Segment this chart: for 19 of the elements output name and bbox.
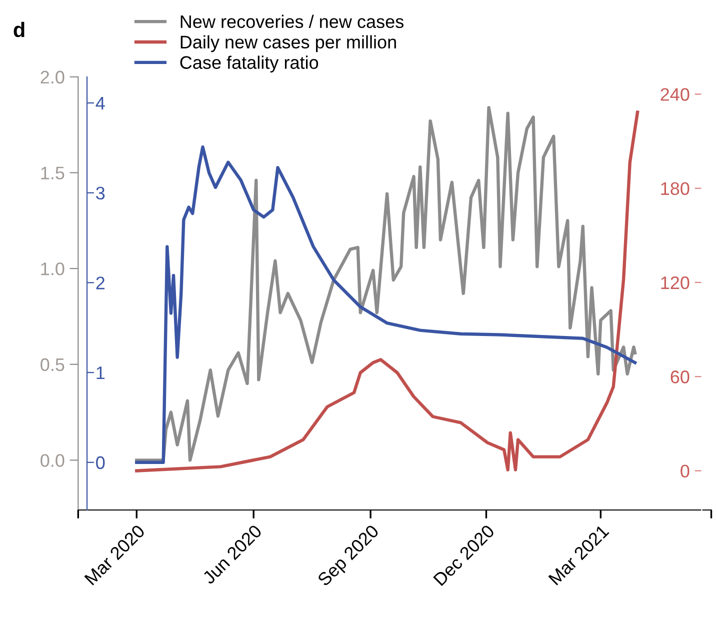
y-tick-label: 0.5: [40, 358, 64, 372]
y-tick-label: 2.0: [40, 70, 64, 84]
legend-label: New recoveries / new cases: [180, 14, 404, 28]
y2-tick-label: 120: [661, 276, 690, 290]
y3-tick-label: 2: [96, 276, 104, 290]
y2-tick-label: 240: [660, 88, 690, 101]
y2-tick-label: 0: [680, 464, 690, 478]
y3-tick-label: 0: [96, 456, 105, 470]
y-tick-label: 1.0: [41, 262, 64, 276]
y-tick-label: 0.0: [40, 454, 64, 467]
y2-tick-label: 60: [670, 370, 690, 384]
y3-tick-label: 3: [96, 186, 105, 200]
y-tick-label: 1.5: [41, 166, 64, 180]
legend-label: Daily new cases per million: [180, 35, 396, 52]
legend-label: Case fatality ratio: [180, 56, 318, 73]
y3-tick-label: 1: [96, 366, 105, 380]
y3-tick-label: 4: [96, 97, 105, 110]
y2-tick-label: 180: [661, 182, 690, 196]
chart-title: d: [14, 22, 24, 38]
